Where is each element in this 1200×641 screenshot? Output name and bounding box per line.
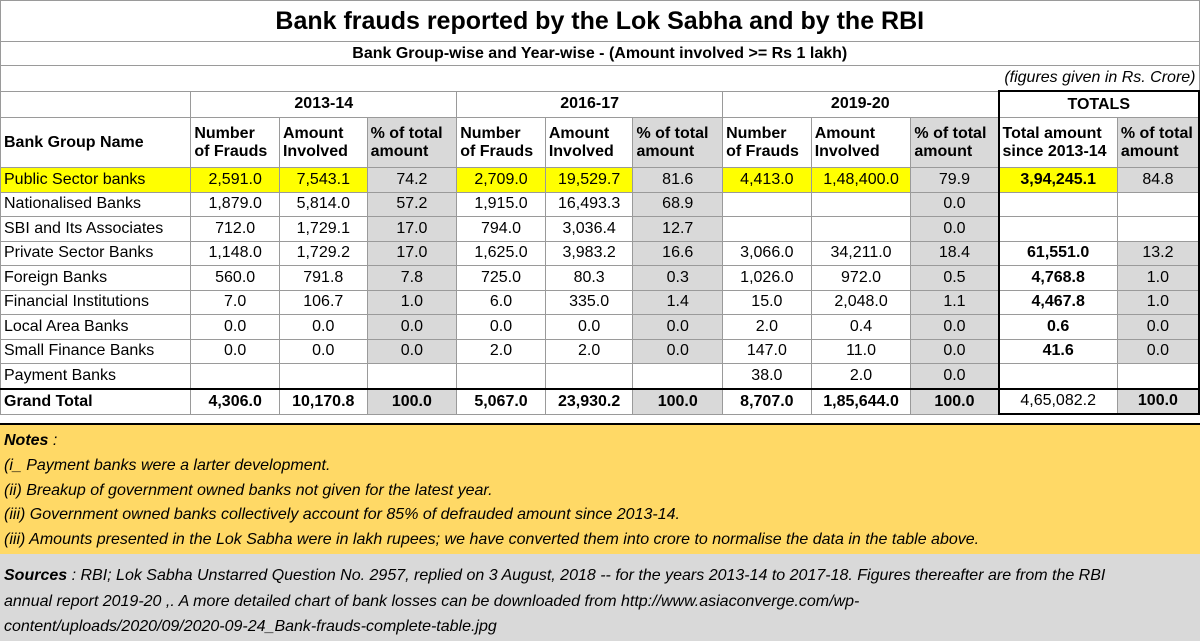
table-row: Nationalised Banks 1,879.0 5,814.0 57.2 … [0, 191, 1200, 217]
row-label: Small Finance Banks [0, 338, 192, 364]
sources-line: annual report 2019-20 ,. A more detailed… [4, 593, 860, 610]
row-label: Private Sector Banks [0, 240, 192, 266]
table-row: Payment Banks 38.0 2.0 0.0 [0, 363, 1200, 389]
notes-box: Notes : (i_ Payment banks were a larter … [0, 423, 1200, 556]
sources-line: Sources : RBI; Lok Sabha Unstarred Quest… [4, 567, 1106, 584]
col-frauds-2019: Number of Frauds [722, 117, 812, 168]
col-frauds-2013: Number of Frauds [190, 117, 280, 168]
col-pct-2016: % of total amount [632, 117, 724, 168]
note-line: (ii) Breakup of government owned banks n… [4, 482, 493, 499]
table-row: Local Area Banks 0.0 0.0 0.0 0.0 0.0 0.0… [0, 314, 1200, 340]
col-amount-2019: Amount Involved [810, 117, 912, 168]
year-header-2016-17: 2016-17 [456, 90, 724, 118]
page-title: Bank frauds reported by the Lok Sabha an… [0, 0, 1200, 42]
sources-line: content/uploads/2020/09/2020-09-24_Bank-… [4, 618, 497, 635]
year-header-2019-20: 2019-20 [722, 90, 999, 118]
col-amount-2016: Amount Involved [544, 117, 634, 168]
table-row: Private Sector Banks 1,148.0 1,729.2 17.… [0, 240, 1200, 266]
note-line: (iii) Amounts presented in the Lok Sabha… [4, 531, 980, 548]
col-pct-2019: % of total amount [910, 117, 999, 168]
row-label: SBI and Its Associates [0, 216, 192, 242]
sources-box: Sources : RBI; Lok Sabha Unstarred Quest… [0, 554, 1200, 641]
col-pct-2013: % of total amount [366, 117, 458, 168]
note-line: (i_ Payment banks were a larter developm… [4, 457, 331, 474]
table-row: Small Finance Banks 0.0 0.0 0.0 2.0 2.0 … [0, 338, 1200, 364]
col-amount-2013: Amount Involved [278, 117, 368, 168]
blank-cell [0, 90, 192, 118]
note-line: (iii) Government owned banks collectivel… [4, 506, 680, 523]
row-label: Financial Institutions [0, 289, 192, 315]
row-label: Foreign Banks [0, 265, 192, 291]
table-row: Foreign Banks 560.0 791.8 7.8 725.0 80.3… [0, 265, 1200, 291]
table-row: Financial Institutions 7.0 106.7 1.0 6.0… [0, 289, 1200, 315]
units-note: (figures given in Rs. Crore) [0, 65, 1200, 92]
totals-header: TOTALS [997, 90, 1200, 118]
frauds-table: Bank frauds reported by the Lok Sabha an… [0, 0, 1200, 415]
row-label: Public Sector banks [0, 167, 192, 193]
row-label: Local Area Banks [0, 314, 192, 340]
row-label: Payment Banks [0, 363, 192, 389]
grand-total-row: Grand Total 4,306.0 10,170.8 100.0 5,067… [0, 387, 1200, 415]
table-row: SBI and Its Associates 712.0 1,729.1 17.… [0, 216, 1200, 242]
table-row: Public Sector banks 2,591.0 7,543.1 74.2… [0, 167, 1200, 193]
row-label: Nationalised Banks [0, 191, 192, 217]
year-header-2013-14: 2013-14 [190, 90, 458, 118]
row-label: Grand Total [0, 387, 192, 415]
subtitle: Bank Group-wise and Year-wise - (Amount … [0, 41, 1200, 66]
notes-heading: Notes : [4, 432, 58, 449]
col-total-amount: Total amount since 2013-14 [997, 117, 1118, 168]
bank-group-header: Bank Group Name [0, 117, 192, 168]
col-total-pct: % of total amount [1116, 117, 1200, 168]
col-frauds-2016: Number of Frauds [456, 117, 546, 168]
